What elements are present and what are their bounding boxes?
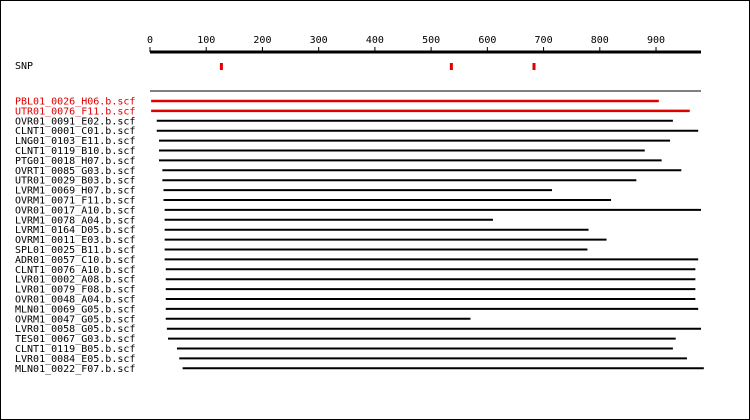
read-name: UTR01_0076_F11.b.scf bbox=[15, 106, 135, 117]
read-name: CLNT1_0001_C01.b.scf bbox=[15, 126, 135, 137]
read-name: LVRM1_0069_H07.b.scf bbox=[15, 186, 135, 197]
read-name: CLNT1_0119_B10.b.scf bbox=[15, 146, 135, 157]
read-name: ADR01_0057_C10.b.scf bbox=[15, 255, 135, 266]
read-name: UTR01_0029_B03.b.scf bbox=[15, 176, 135, 187]
read-name: SPL01_0025_B11.b.scf bbox=[15, 245, 135, 256]
read-name: TES01_0067_G03.b.scf bbox=[15, 334, 135, 345]
ruler-tick-label: 900 bbox=[647, 35, 665, 46]
snp-marker bbox=[449, 63, 453, 70]
read-name: CLNT1_0119_B05.b.scf bbox=[15, 344, 135, 355]
ruler-tick-label: 700 bbox=[535, 35, 553, 46]
read-name: OVR01_0017_A10.b.scf bbox=[15, 205, 135, 216]
read-name: OVRM1_0011_E03.b.scf bbox=[15, 235, 135, 246]
read-name: LNG01_0103_E11.b.scf bbox=[15, 136, 135, 147]
ruler-tick-label: 0 bbox=[147, 35, 153, 46]
read-name: LVR01_0002_A08.b.scf bbox=[15, 275, 135, 286]
ruler-tick-label: 400 bbox=[366, 35, 384, 46]
read-name: OVR01_0048_A04.b.scf bbox=[15, 295, 135, 306]
snp-marker bbox=[219, 63, 223, 70]
read-name: MLN01_0022_F07.b.scf bbox=[15, 364, 135, 375]
ruler-tick-label: 200 bbox=[253, 35, 271, 46]
ruler-tick-label: 100 bbox=[197, 35, 215, 46]
ruler-tick-label: 600 bbox=[478, 35, 496, 46]
snp-marker bbox=[532, 63, 536, 70]
ruler-tick-label: 800 bbox=[591, 35, 609, 46]
read-name: PBL01_0026_H06.b.scf bbox=[15, 97, 135, 108]
read-name: OVR01_0091_E02.b.scf bbox=[15, 116, 135, 127]
read-name: LVRM1_0078_A04.b.scf bbox=[15, 215, 135, 226]
ruler-tick-label: 300 bbox=[310, 35, 328, 46]
read-name: LVRM1_0164_D05.b.scf bbox=[15, 225, 135, 236]
read-name: LVR01_0079_F08.b.scf bbox=[15, 285, 135, 296]
read-name: CLNT1_0076_A10.b.scf bbox=[15, 265, 135, 276]
read-name: OVRM1_0071_F11.b.scf bbox=[15, 196, 135, 207]
read-name: PTG01_0018_H07.b.scf bbox=[15, 156, 135, 167]
read-name: LVR01_0058_G05.b.scf bbox=[15, 324, 135, 335]
read-name: MLN01_0069_G05.b.scf bbox=[15, 304, 135, 315]
ruler-tick-label: 500 bbox=[422, 35, 440, 46]
read-name: LVR01_0084_E05.b.scf bbox=[15, 354, 135, 365]
snp-label: SNP bbox=[15, 61, 33, 72]
read-name: OVRT1_0085_G03.b.scf bbox=[15, 166, 135, 177]
read-name: OVRM1_0047_G05.b.scf bbox=[15, 314, 135, 325]
